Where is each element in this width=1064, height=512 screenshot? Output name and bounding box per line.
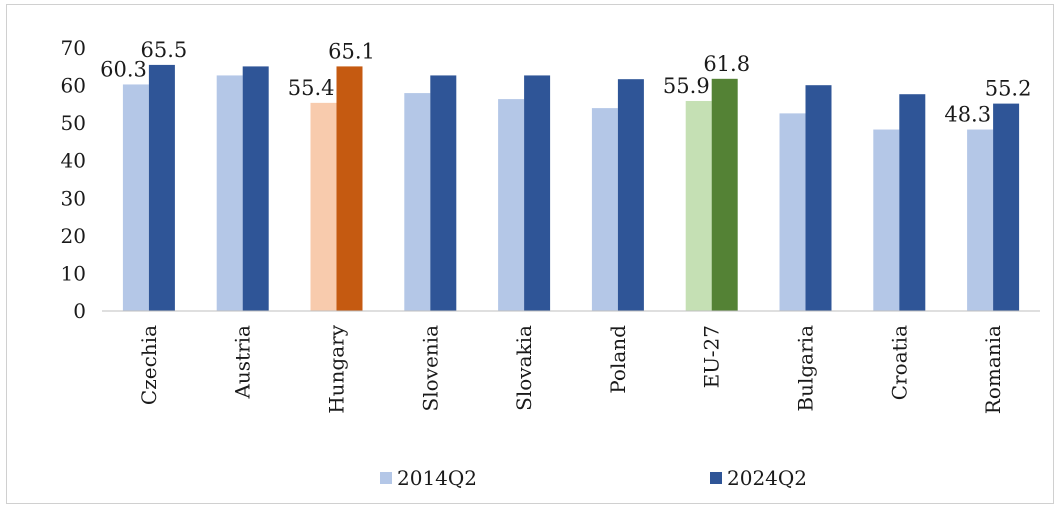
data-label: 60.3 (100, 57, 147, 81)
category-label: Poland (606, 325, 630, 394)
bar (430, 75, 457, 311)
category-label: Slovenia (418, 325, 442, 412)
y-axis: 0 10 20 30 40 50 60 70 (61, 36, 86, 323)
bar (524, 75, 551, 311)
legend-label: 2024Q2 (727, 466, 807, 490)
bar (685, 100, 712, 312)
y-tick-label: 10 (61, 261, 86, 285)
legend-swatch (710, 472, 722, 484)
y-tick-label: 20 (61, 224, 86, 248)
data-label: 55.9 (663, 74, 710, 98)
bar (779, 113, 806, 311)
legend-label: 2014Q2 (397, 466, 477, 490)
data-labels: 60.365.5 55.4 65.1 55.961.8 48.355.2 (100, 38, 1031, 127)
bar (404, 93, 431, 311)
y-tick-label: 50 (61, 111, 86, 135)
bar (122, 84, 149, 312)
bar (148, 64, 175, 312)
y-tick-label: 60 (61, 74, 86, 98)
data-label: 65.5 (141, 38, 188, 62)
category-label: Romania (981, 325, 1005, 414)
data-label: 65.1 (328, 39, 375, 63)
bar (967, 129, 994, 311)
bar (617, 79, 644, 311)
y-tick-label: 30 (61, 186, 86, 210)
data-label: 55.2 (985, 77, 1032, 101)
x-axis: Czechia Austria Hungary Slovenia Slovakia Pol… (102, 310, 1040, 414)
y-tick-label: 70 (61, 36, 86, 60)
bar (873, 129, 900, 311)
bar (498, 99, 525, 312)
bar (805, 85, 832, 312)
bar (216, 75, 243, 311)
category-label: Slovakia (512, 325, 536, 411)
bar (336, 66, 363, 311)
category-label: Austria (231, 325, 255, 400)
data-label: 48.3 (944, 103, 991, 127)
legend-swatch (380, 472, 392, 484)
y-tick-label: 40 (61, 149, 86, 173)
category-label: Bulgaria (794, 325, 818, 412)
data-label: 61.8 (703, 52, 750, 76)
bars (122, 64, 1020, 312)
bar (242, 66, 269, 311)
bar (310, 102, 337, 312)
y-tick-label: 0 (73, 299, 86, 323)
category-label: Croatia (887, 325, 911, 400)
category-label: Czechia (137, 325, 161, 405)
bar (711, 78, 738, 312)
bar (993, 103, 1020, 311)
category-label: Hungary (325, 324, 349, 413)
data-label: 55.4 (288, 76, 335, 100)
bar (591, 108, 618, 311)
category-label: EU-27 (700, 325, 724, 388)
bar (899, 94, 926, 311)
legend: 2014Q2 2024Q2 (380, 466, 807, 490)
